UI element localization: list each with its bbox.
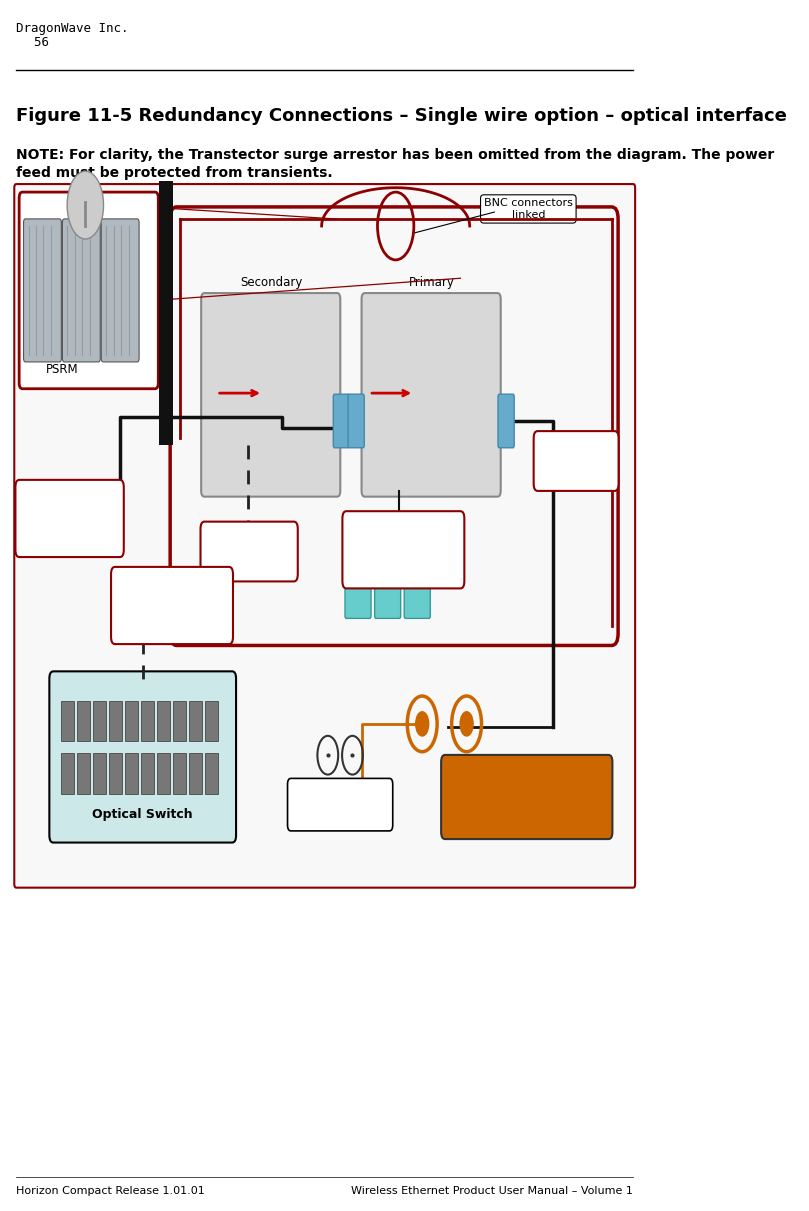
Text: DragonWave Inc.: DragonWave Inc.	[16, 22, 129, 35]
Text: PSRM: PSRM	[46, 363, 78, 375]
Text: To power feeds
via surge arrestors: To power feeds via surge arrestors	[468, 786, 587, 808]
FancyBboxPatch shape	[15, 480, 124, 557]
Text: 56: 56	[19, 36, 49, 50]
FancyBboxPatch shape	[62, 219, 100, 362]
FancyBboxPatch shape	[61, 753, 74, 793]
Text: Both P2 ports
linked via jumper: Both P2 ports linked via jumper	[358, 539, 449, 561]
FancyBboxPatch shape	[125, 701, 138, 741]
Text: Primary: Primary	[409, 276, 455, 288]
Text: 'Y' cable: 'Y' cable	[227, 546, 273, 556]
FancyBboxPatch shape	[157, 701, 170, 741]
Text: Wireless Ethernet Product User Manual – Volume 1: Wireless Ethernet Product User Manual – …	[351, 1187, 633, 1196]
FancyBboxPatch shape	[362, 293, 501, 497]
FancyBboxPatch shape	[141, 753, 154, 793]
FancyBboxPatch shape	[205, 701, 218, 741]
FancyBboxPatch shape	[141, 701, 154, 741]
FancyBboxPatch shape	[77, 753, 90, 793]
FancyBboxPatch shape	[125, 753, 138, 793]
FancyBboxPatch shape	[173, 753, 186, 793]
FancyBboxPatch shape	[345, 580, 371, 619]
FancyBboxPatch shape	[348, 395, 364, 448]
Text: Secondary: Secondary	[239, 276, 303, 288]
FancyBboxPatch shape	[19, 193, 159, 389]
FancyBboxPatch shape	[101, 219, 139, 362]
FancyBboxPatch shape	[49, 671, 236, 843]
FancyBboxPatch shape	[93, 753, 106, 793]
FancyBboxPatch shape	[15, 184, 635, 888]
FancyBboxPatch shape	[201, 522, 298, 581]
Circle shape	[416, 712, 429, 736]
FancyBboxPatch shape	[189, 701, 202, 741]
FancyBboxPatch shape	[157, 753, 170, 793]
Circle shape	[67, 171, 104, 239]
FancyBboxPatch shape	[61, 701, 74, 741]
Text: Optical Switch: Optical Switch	[92, 809, 193, 821]
Text: BNC connectors
linked: BNC connectors linked	[484, 199, 573, 219]
FancyBboxPatch shape	[333, 395, 349, 448]
Text: Figure 11-5 Redundancy Connections – Single wire option – optical interface: Figure 11-5 Redundancy Connections – Sin…	[16, 107, 787, 125]
FancyBboxPatch shape	[287, 779, 392, 831]
FancyBboxPatch shape	[342, 511, 464, 589]
FancyBboxPatch shape	[111, 567, 233, 644]
FancyBboxPatch shape	[108, 701, 121, 741]
FancyBboxPatch shape	[173, 701, 186, 741]
Text: 'Y' cable: 'Y' cable	[553, 455, 599, 466]
FancyBboxPatch shape	[205, 753, 218, 793]
FancyBboxPatch shape	[93, 701, 106, 741]
FancyBboxPatch shape	[201, 293, 341, 497]
FancyBboxPatch shape	[77, 701, 90, 741]
FancyBboxPatch shape	[441, 754, 612, 839]
Text: NOTE: For clarity, the Transtector surge arrestor has been omitted from the diag: NOTE: For clarity, the Transtector surge…	[16, 148, 774, 180]
FancyBboxPatch shape	[404, 580, 430, 619]
Text: Tap connectors: Tap connectors	[301, 799, 379, 810]
FancyBboxPatch shape	[189, 753, 202, 793]
FancyBboxPatch shape	[23, 219, 61, 362]
FancyBboxPatch shape	[534, 431, 619, 490]
FancyBboxPatch shape	[108, 753, 121, 793]
Text: Data feed to
P1 of primary: Data feed to P1 of primary	[32, 507, 108, 529]
Text: Management to
P1 of secondary: Management to P1 of secondary	[128, 595, 217, 616]
Circle shape	[460, 712, 473, 736]
FancyBboxPatch shape	[498, 395, 515, 448]
FancyBboxPatch shape	[375, 580, 400, 619]
FancyBboxPatch shape	[159, 180, 173, 446]
Text: Horizon Compact Release 1.01.01: Horizon Compact Release 1.01.01	[16, 1187, 205, 1196]
